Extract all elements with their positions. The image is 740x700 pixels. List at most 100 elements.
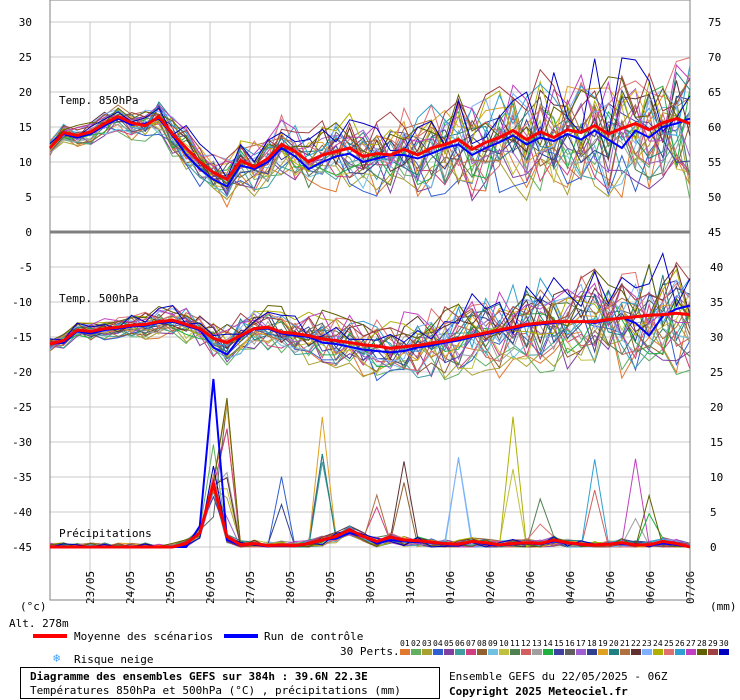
t500-panel-label: Temp. 500hPa — [59, 292, 138, 305]
x-tick-label: 24/05 — [124, 571, 137, 604]
footer-title-box: Diagramme des ensembles GEFS sur 384h : … — [20, 667, 440, 699]
copyright: Copyright 2025 Meteociel.fr — [449, 685, 628, 698]
pert-t850-line — [49, 79, 691, 189]
pert-number: 17 — [576, 639, 586, 648]
pert-number: 21 — [620, 639, 630, 648]
perturbation-legend: 01 02 03 04 05 06 07 08 09 10 11 12 13 14 15 16 17 18 19 20… — [400, 639, 729, 655]
main-lines — [48, 114, 691, 549]
left-tick-label: -15 — [12, 331, 32, 344]
right-tick-label: 70 — [708, 51, 721, 64]
t850-panel-label: Temp. 850hPa — [59, 94, 138, 107]
pert-swatch — [719, 649, 729, 655]
left-tick-label: -40 — [12, 506, 32, 519]
pert-number: 18 — [587, 639, 597, 648]
x-tick-label: 27/05 — [244, 571, 257, 604]
pert-t850-line — [49, 121, 691, 200]
pert-number: 26 — [675, 639, 685, 648]
pert-t850-line — [49, 64, 691, 168]
right-tick-label: 60 — [708, 121, 721, 134]
pert-number: 10 — [499, 639, 509, 648]
left-tick-label: -5 — [19, 261, 32, 274]
panel-frame-bottom — [49, 231, 691, 601]
pert-swatch — [444, 649, 454, 655]
pert-number: 01 — [400, 639, 410, 648]
mean-legend-label: Moyenne des scénarios — [74, 630, 213, 643]
footer-subtitle: Températures 850hPa et 500hPa (°C) , pré… — [30, 684, 401, 697]
pert-number: 02 — [411, 639, 421, 648]
pert-swatch — [587, 649, 597, 655]
left-tick-label: -30 — [12, 436, 32, 449]
pert-swatch — [499, 649, 509, 655]
altitude-label: Alt. 278m — [9, 617, 69, 630]
pert-number: 23 — [642, 639, 652, 648]
left-tick-label: 20 — [19, 86, 32, 99]
pert-number: 20 — [609, 639, 619, 648]
pert-swatch — [543, 649, 553, 655]
x-tick-label: 03/06 — [524, 571, 537, 604]
pert-swatch — [708, 649, 718, 655]
pert-number: 07 — [466, 639, 476, 648]
x-tick-label: 02/06 — [484, 571, 497, 604]
left-tick-label: -45 — [12, 541, 32, 554]
left-tick-label: 5 — [25, 191, 32, 204]
pert-t500-line — [49, 292, 691, 375]
right-tick-label: 0 — [710, 541, 717, 554]
right-unit-label: (mm) — [710, 600, 737, 613]
x-tick-label: 23/05 — [84, 571, 97, 604]
pert-number: 14 — [543, 639, 553, 648]
snow-legend-label: Risque neige — [74, 653, 153, 666]
right-tick-label: 25 — [710, 366, 723, 379]
pert-t850-line — [49, 94, 691, 190]
pert-swatch — [400, 649, 410, 655]
run-info: Ensemble GEFS du 22/05/2025 - 06Z — [449, 670, 668, 683]
left-tick-label: 25 — [19, 51, 32, 64]
pert-t850-line — [49, 68, 691, 178]
pert-number: 22 — [631, 639, 641, 648]
pert-swatch — [664, 649, 674, 655]
pert-t500-line — [49, 264, 691, 349]
x-tick-label: 05/06 — [604, 571, 617, 604]
right-tick-label: 45 — [708, 226, 721, 239]
right-tick-label: 65 — [708, 86, 721, 99]
mean-precip-line — [50, 478, 691, 549]
pert-swatch — [477, 649, 487, 655]
pert-number: 08 — [477, 639, 487, 648]
pert-number: 09 — [488, 639, 498, 648]
pert-number: 12 — [521, 639, 531, 648]
pert-number: 11 — [510, 639, 520, 648]
left-tick-label: 30 — [19, 16, 32, 29]
pert-swatch — [510, 649, 520, 655]
right-tick-label: 15 — [710, 436, 723, 449]
x-tick-label: 26/05 — [204, 571, 217, 604]
pert-swatch — [532, 649, 542, 655]
mean-t850-line — [48, 114, 691, 182]
pert-swatch — [697, 649, 707, 655]
pert-number: 28 — [697, 639, 707, 648]
pert-swatch — [675, 649, 685, 655]
pert-swatch — [686, 649, 696, 655]
pert-number: 16 — [565, 639, 575, 648]
pert-number: 13 — [532, 639, 542, 648]
right-tick-label: 5 — [710, 506, 717, 519]
control-legend-label: Run de contrôle — [264, 630, 363, 643]
pert-swatch — [642, 649, 652, 655]
x-tick-label: 06/06 — [644, 571, 657, 604]
x-tick-label: 25/05 — [164, 571, 177, 604]
pert-swatch — [554, 649, 564, 655]
left-tick-label: -35 — [12, 471, 32, 484]
pert-number: 19 — [598, 639, 608, 648]
pert-swatch — [488, 649, 498, 655]
pert-swatch — [598, 649, 608, 655]
pert-number: 27 — [686, 639, 696, 648]
pert-t850-line — [49, 110, 691, 198]
pert-t500-line — [49, 261, 691, 347]
pert-swatch — [466, 649, 476, 655]
left-unit-label: (°c) — [20, 600, 47, 613]
right-tick-label: 20 — [710, 401, 723, 414]
pert-number: 05 — [444, 639, 454, 648]
pert-t850-line — [49, 121, 691, 209]
x-tick-label: 29/05 — [324, 571, 337, 604]
pert-number: 06 — [455, 639, 465, 648]
pert-swatch — [653, 649, 663, 655]
